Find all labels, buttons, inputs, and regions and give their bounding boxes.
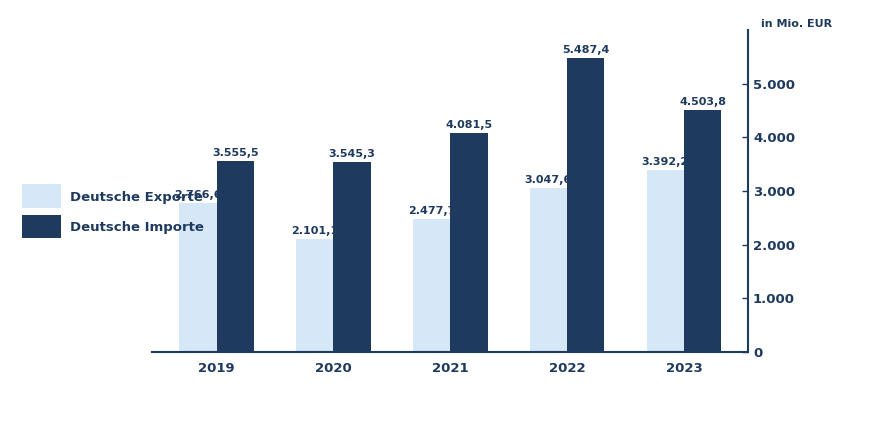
Bar — [333, 162, 370, 352]
Bar — [567, 57, 604, 352]
Bar — [683, 110, 720, 352]
Text: 4.503,8: 4.503,8 — [679, 97, 726, 107]
Text: 2.477,7: 2.477,7 — [408, 206, 454, 216]
Text: 3.392,2: 3.392,2 — [641, 157, 688, 167]
Bar — [646, 170, 683, 352]
Bar — [450, 133, 487, 352]
Bar — [295, 239, 333, 352]
Text: 4.081,5: 4.081,5 — [445, 120, 492, 130]
Text: 2.101,1: 2.101,1 — [291, 226, 338, 236]
Text: Deutsche Exporte: Deutsche Exporte — [70, 191, 202, 204]
Text: 3.545,3: 3.545,3 — [328, 149, 375, 159]
Bar — [179, 203, 216, 352]
Bar — [529, 188, 567, 352]
Bar — [413, 219, 450, 352]
Text: in Mio. EUR: in Mio. EUR — [760, 19, 832, 29]
Bar — [216, 161, 254, 352]
Text: 3.555,5: 3.555,5 — [212, 148, 258, 158]
Text: 2.766,6: 2.766,6 — [174, 190, 222, 200]
Text: 3.047,6: 3.047,6 — [524, 175, 571, 185]
Text: 5.487,4: 5.487,4 — [561, 45, 609, 54]
Text: Deutsche Importe: Deutsche Importe — [70, 221, 203, 234]
